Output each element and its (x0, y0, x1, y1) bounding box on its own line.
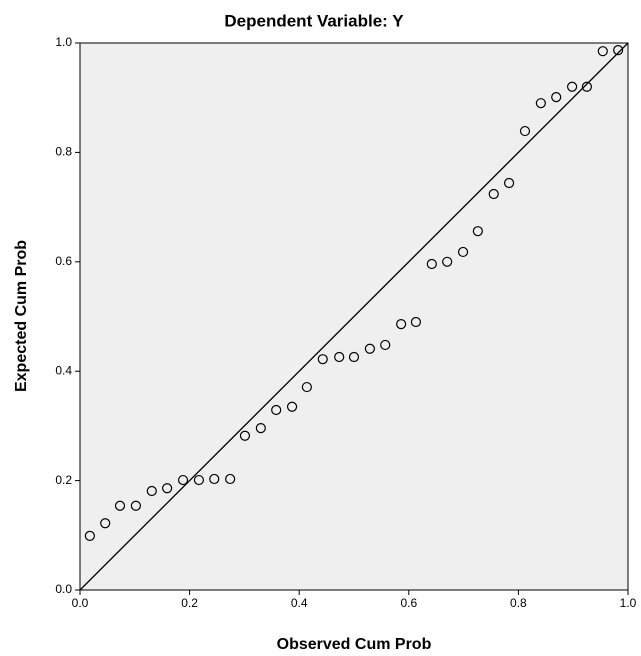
chart: Dependent Variable: Y Observed Cum Prob … (0, 0, 641, 656)
x-axis-label: Observed Cum Prob (277, 636, 432, 653)
page: Dependent Variable: Y Observed Cum Prob … (0, 0, 641, 656)
y-tick-label: 0.8 (55, 145, 72, 159)
y-tick-label: 0.2 (55, 473, 72, 487)
y-tick-label: 0.6 (55, 254, 72, 268)
y-axis-label: Expected Cum Prob (13, 240, 30, 392)
x-tick-label: 0.8 (510, 596, 527, 610)
y-tick-label: 0.4 (55, 363, 72, 377)
x-tick-label: 0.4 (291, 596, 308, 610)
y-tick-label: 0.0 (55, 582, 72, 596)
x-tick-label: 0.6 (400, 596, 417, 610)
chart-title: Dependent Variable: Y (224, 11, 404, 30)
y-tick-label: 1.0 (55, 35, 72, 49)
x-tick-label: 0.2 (181, 596, 198, 610)
x-tick-label: 1.0 (620, 596, 637, 610)
x-tick-label: 0.0 (72, 596, 89, 610)
